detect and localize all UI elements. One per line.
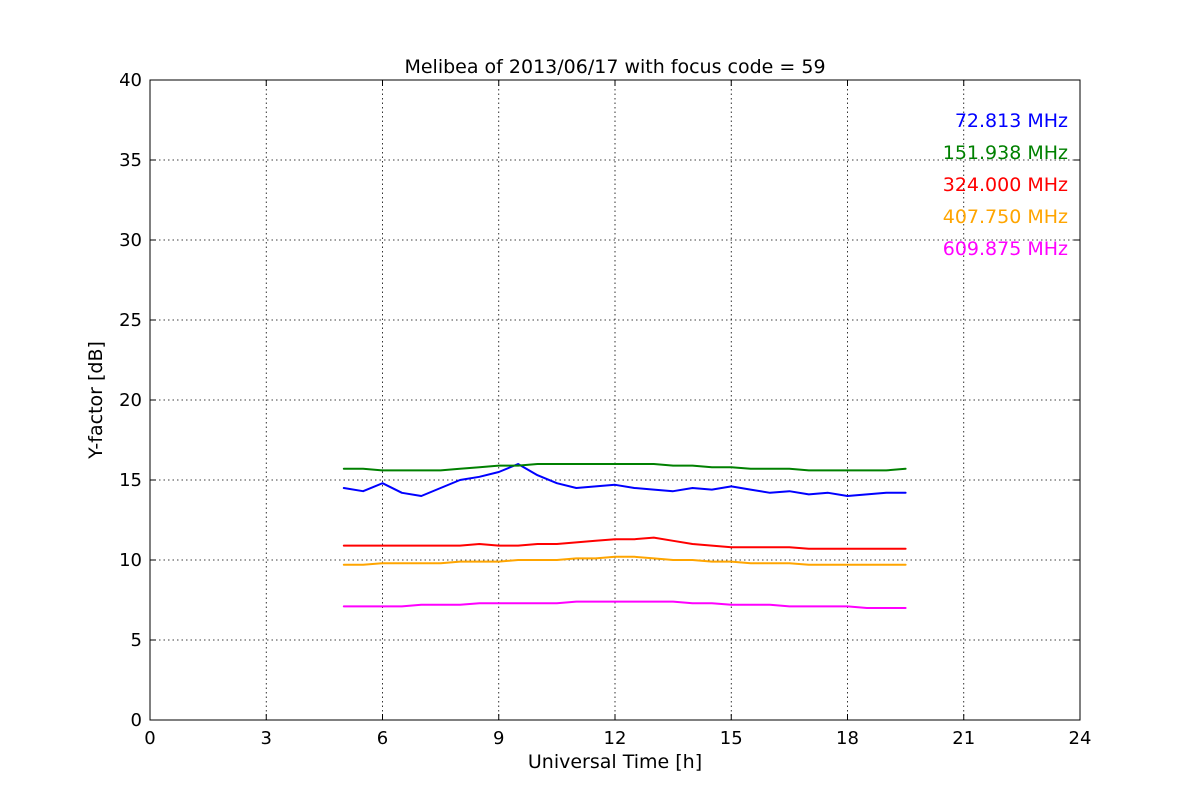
y-tick-label: 25 bbox=[119, 310, 142, 331]
y-tick-label: 40 bbox=[119, 70, 142, 91]
x-tick-label: 9 bbox=[493, 728, 504, 749]
legend-entry-3: 324.000 MHz bbox=[943, 174, 1068, 196]
x-tick-label: 15 bbox=[720, 728, 743, 749]
grid bbox=[150, 80, 1080, 720]
y-tick-label: 5 bbox=[131, 630, 142, 651]
y-tick-label: 0 bbox=[131, 710, 142, 731]
x-tick-label: 18 bbox=[836, 728, 859, 749]
x-tick-label: 0 bbox=[144, 728, 155, 749]
legend-entry-4: 407.750 MHz bbox=[943, 206, 1068, 228]
y-tick-label: 15 bbox=[119, 470, 142, 491]
series-line-2 bbox=[342, 463, 907, 472]
x-tick-label: 3 bbox=[261, 728, 272, 749]
legend: 72.813 MHz 151.938 MHz 324.000 MHz 407.750 … bbox=[943, 110, 1068, 260]
legend-entry-2: 151.938 MHz bbox=[943, 142, 1068, 164]
series-line-3 bbox=[342, 536, 907, 550]
x-axis-tick-labels: 0 3 6 9 12 15 18 21 24 bbox=[144, 728, 1091, 749]
y-tick-label: 30 bbox=[119, 230, 142, 251]
y-axis-title: Y-factor [dB] bbox=[85, 341, 107, 460]
x-tick-label: 24 bbox=[1069, 728, 1092, 749]
axis-ticks bbox=[149, 79, 1081, 721]
y-tick-label: 20 bbox=[119, 390, 142, 411]
y-tick-label: 35 bbox=[119, 150, 142, 171]
legend-entry-1: 72.813 MHz bbox=[955, 110, 1068, 132]
y-tick-label: 10 bbox=[119, 550, 142, 571]
legend-entry-5: 609.875 MHz bbox=[943, 238, 1068, 260]
series-layer bbox=[342, 463, 907, 609]
x-axis-title: Universal Time [h] bbox=[528, 751, 702, 773]
series-line-1 bbox=[342, 463, 907, 497]
series-line-5 bbox=[342, 600, 907, 609]
x-tick-label: 12 bbox=[604, 728, 627, 749]
x-tick-label: 6 bbox=[377, 728, 388, 749]
chart-title: Melibea of 2013/06/17 with focus code = … bbox=[404, 56, 825, 78]
y-axis-tick-labels: 0 5 10 15 20 25 30 35 40 bbox=[119, 70, 142, 731]
series-line-4 bbox=[342, 555, 907, 566]
x-tick-label: 21 bbox=[952, 728, 975, 749]
